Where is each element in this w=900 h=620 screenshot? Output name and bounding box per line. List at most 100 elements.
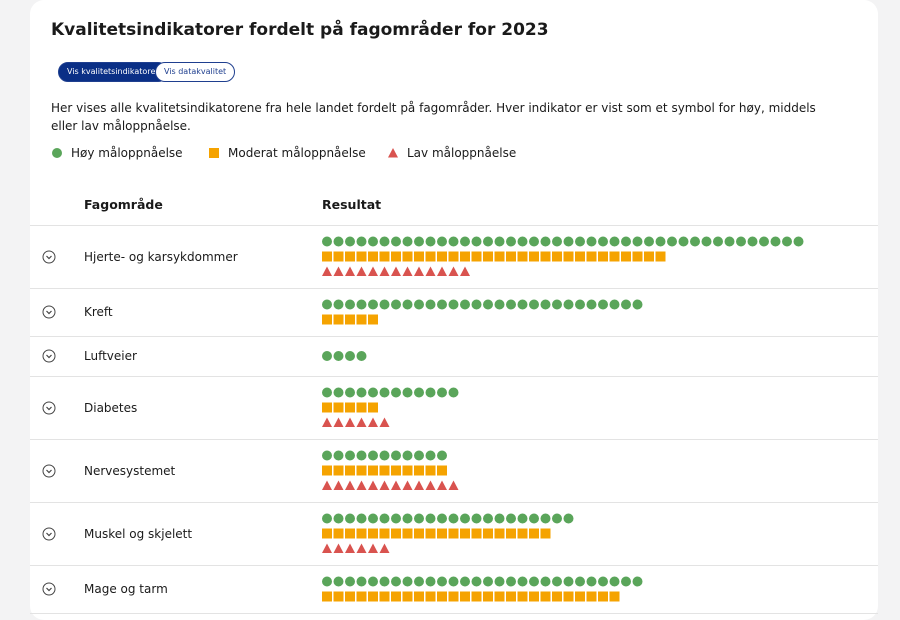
low-symbol [345, 480, 355, 490]
high-symbol [575, 576, 585, 587]
result-symbols [322, 576, 643, 602]
high-symbol [414, 450, 424, 461]
moderate-symbol [609, 251, 620, 262]
row-name: Nervesystemet [84, 463, 176, 478]
high-symbol [368, 513, 378, 524]
high-symbol [322, 513, 332, 524]
high-symbol [448, 387, 459, 398]
result-symbols [322, 299, 643, 325]
moderate-symbol [402, 465, 413, 476]
high-symbol [460, 236, 470, 247]
moderate-symbol [391, 251, 401, 262]
high-symbol [621, 236, 631, 247]
high-symbol [736, 236, 746, 247]
expand-icon[interactable] [42, 401, 56, 415]
moderate-symbol [448, 591, 459, 602]
high-symbol [448, 299, 459, 310]
high-symbol [333, 450, 344, 461]
moderate-symbol [448, 251, 459, 262]
high-symbol [494, 576, 505, 587]
high-symbol [667, 236, 677, 247]
high-symbol [425, 450, 436, 461]
result-symbols [322, 351, 367, 361]
low-symbol [356, 266, 367, 276]
high-symbol [609, 299, 620, 310]
low-symbol [448, 266, 459, 276]
toggle-button[interactable]: Vis kvalitetsindikatorer [58, 62, 168, 82]
low-symbol [425, 480, 436, 490]
result-symbols [322, 387, 459, 427]
row-divider [30, 376, 878, 377]
low-symbol [448, 480, 459, 490]
moderate-symbol [368, 251, 378, 262]
high-symbol [448, 576, 459, 587]
high-symbol [506, 236, 516, 247]
moderate-symbol [379, 251, 390, 262]
moderate-symbol [575, 251, 585, 262]
expand-ring [42, 582, 56, 596]
high-symbol [609, 236, 620, 247]
high-symbol [402, 299, 413, 310]
high-symbol [356, 299, 367, 310]
toggle-button[interactable]: Vis datakvalitet [155, 62, 236, 82]
legend-label: Høy måloppnåelse [71, 146, 183, 160]
high-symbol [471, 299, 482, 310]
expand-icon[interactable] [42, 349, 56, 363]
expand-ring [42, 527, 56, 540]
expand-icon[interactable] [42, 582, 56, 596]
high-symbol [494, 513, 505, 524]
moderate-symbol [437, 465, 447, 476]
moderate-symbol [425, 465, 436, 476]
high-symbol [425, 513, 436, 524]
high-symbol [621, 576, 631, 587]
expand-icon[interactable] [42, 464, 56, 478]
low-symbol [402, 266, 413, 276]
high-symbol [552, 576, 562, 587]
high-symbol [322, 351, 332, 361]
moderate-symbol [506, 251, 516, 262]
high-symbol [437, 513, 447, 524]
moderate-symbol [494, 528, 505, 539]
low-symbol [322, 266, 332, 276]
high-symbol [379, 513, 390, 524]
high-symbol [414, 387, 424, 398]
high-symbol [759, 236, 769, 247]
high-symbol [540, 513, 551, 524]
moderate-symbol [563, 591, 574, 602]
high-symbol [575, 236, 585, 247]
moderate-symbol [552, 251, 562, 262]
high-symbol [586, 576, 597, 587]
moderate-symbol [471, 591, 482, 602]
high-symbol [414, 576, 424, 587]
high-symbol [529, 236, 539, 247]
high-symbol [368, 236, 378, 247]
high-symbol [644, 236, 654, 247]
moderate-symbol [414, 465, 424, 476]
high-symbol [506, 513, 516, 524]
row-name: Hjerte- og karsykdommer [84, 249, 238, 264]
expand-icon[interactable] [42, 527, 56, 541]
high-symbol [529, 576, 539, 587]
high-symbol [391, 299, 401, 310]
moderate-symbol [517, 528, 528, 539]
expand-icon[interactable] [42, 305, 56, 319]
low-symbol [322, 480, 332, 490]
title: Kvalitetsindikatorer fordelt på fagområd… [51, 20, 549, 40]
expand-chevron [46, 587, 52, 592]
moderate-symbol [379, 528, 390, 539]
high-symbol [517, 513, 528, 524]
moderate-symbol [609, 591, 620, 602]
high-symbol [586, 236, 597, 247]
legend-label: Lav måloppnåelse [407, 146, 517, 160]
moderate-symbol [425, 251, 436, 262]
low-symbol [368, 417, 378, 427]
moderate-symbol [368, 314, 378, 325]
high-symbol [322, 299, 332, 310]
card: Kvalitetsindikatorer fordelt på fagområd… [30, 0, 878, 620]
expand-icon[interactable] [42, 250, 56, 264]
legend-symbol [52, 148, 62, 158]
moderate-symbol [506, 591, 516, 602]
high-symbol [552, 236, 562, 247]
high-symbol [425, 387, 436, 398]
moderate-symbol [471, 251, 482, 262]
